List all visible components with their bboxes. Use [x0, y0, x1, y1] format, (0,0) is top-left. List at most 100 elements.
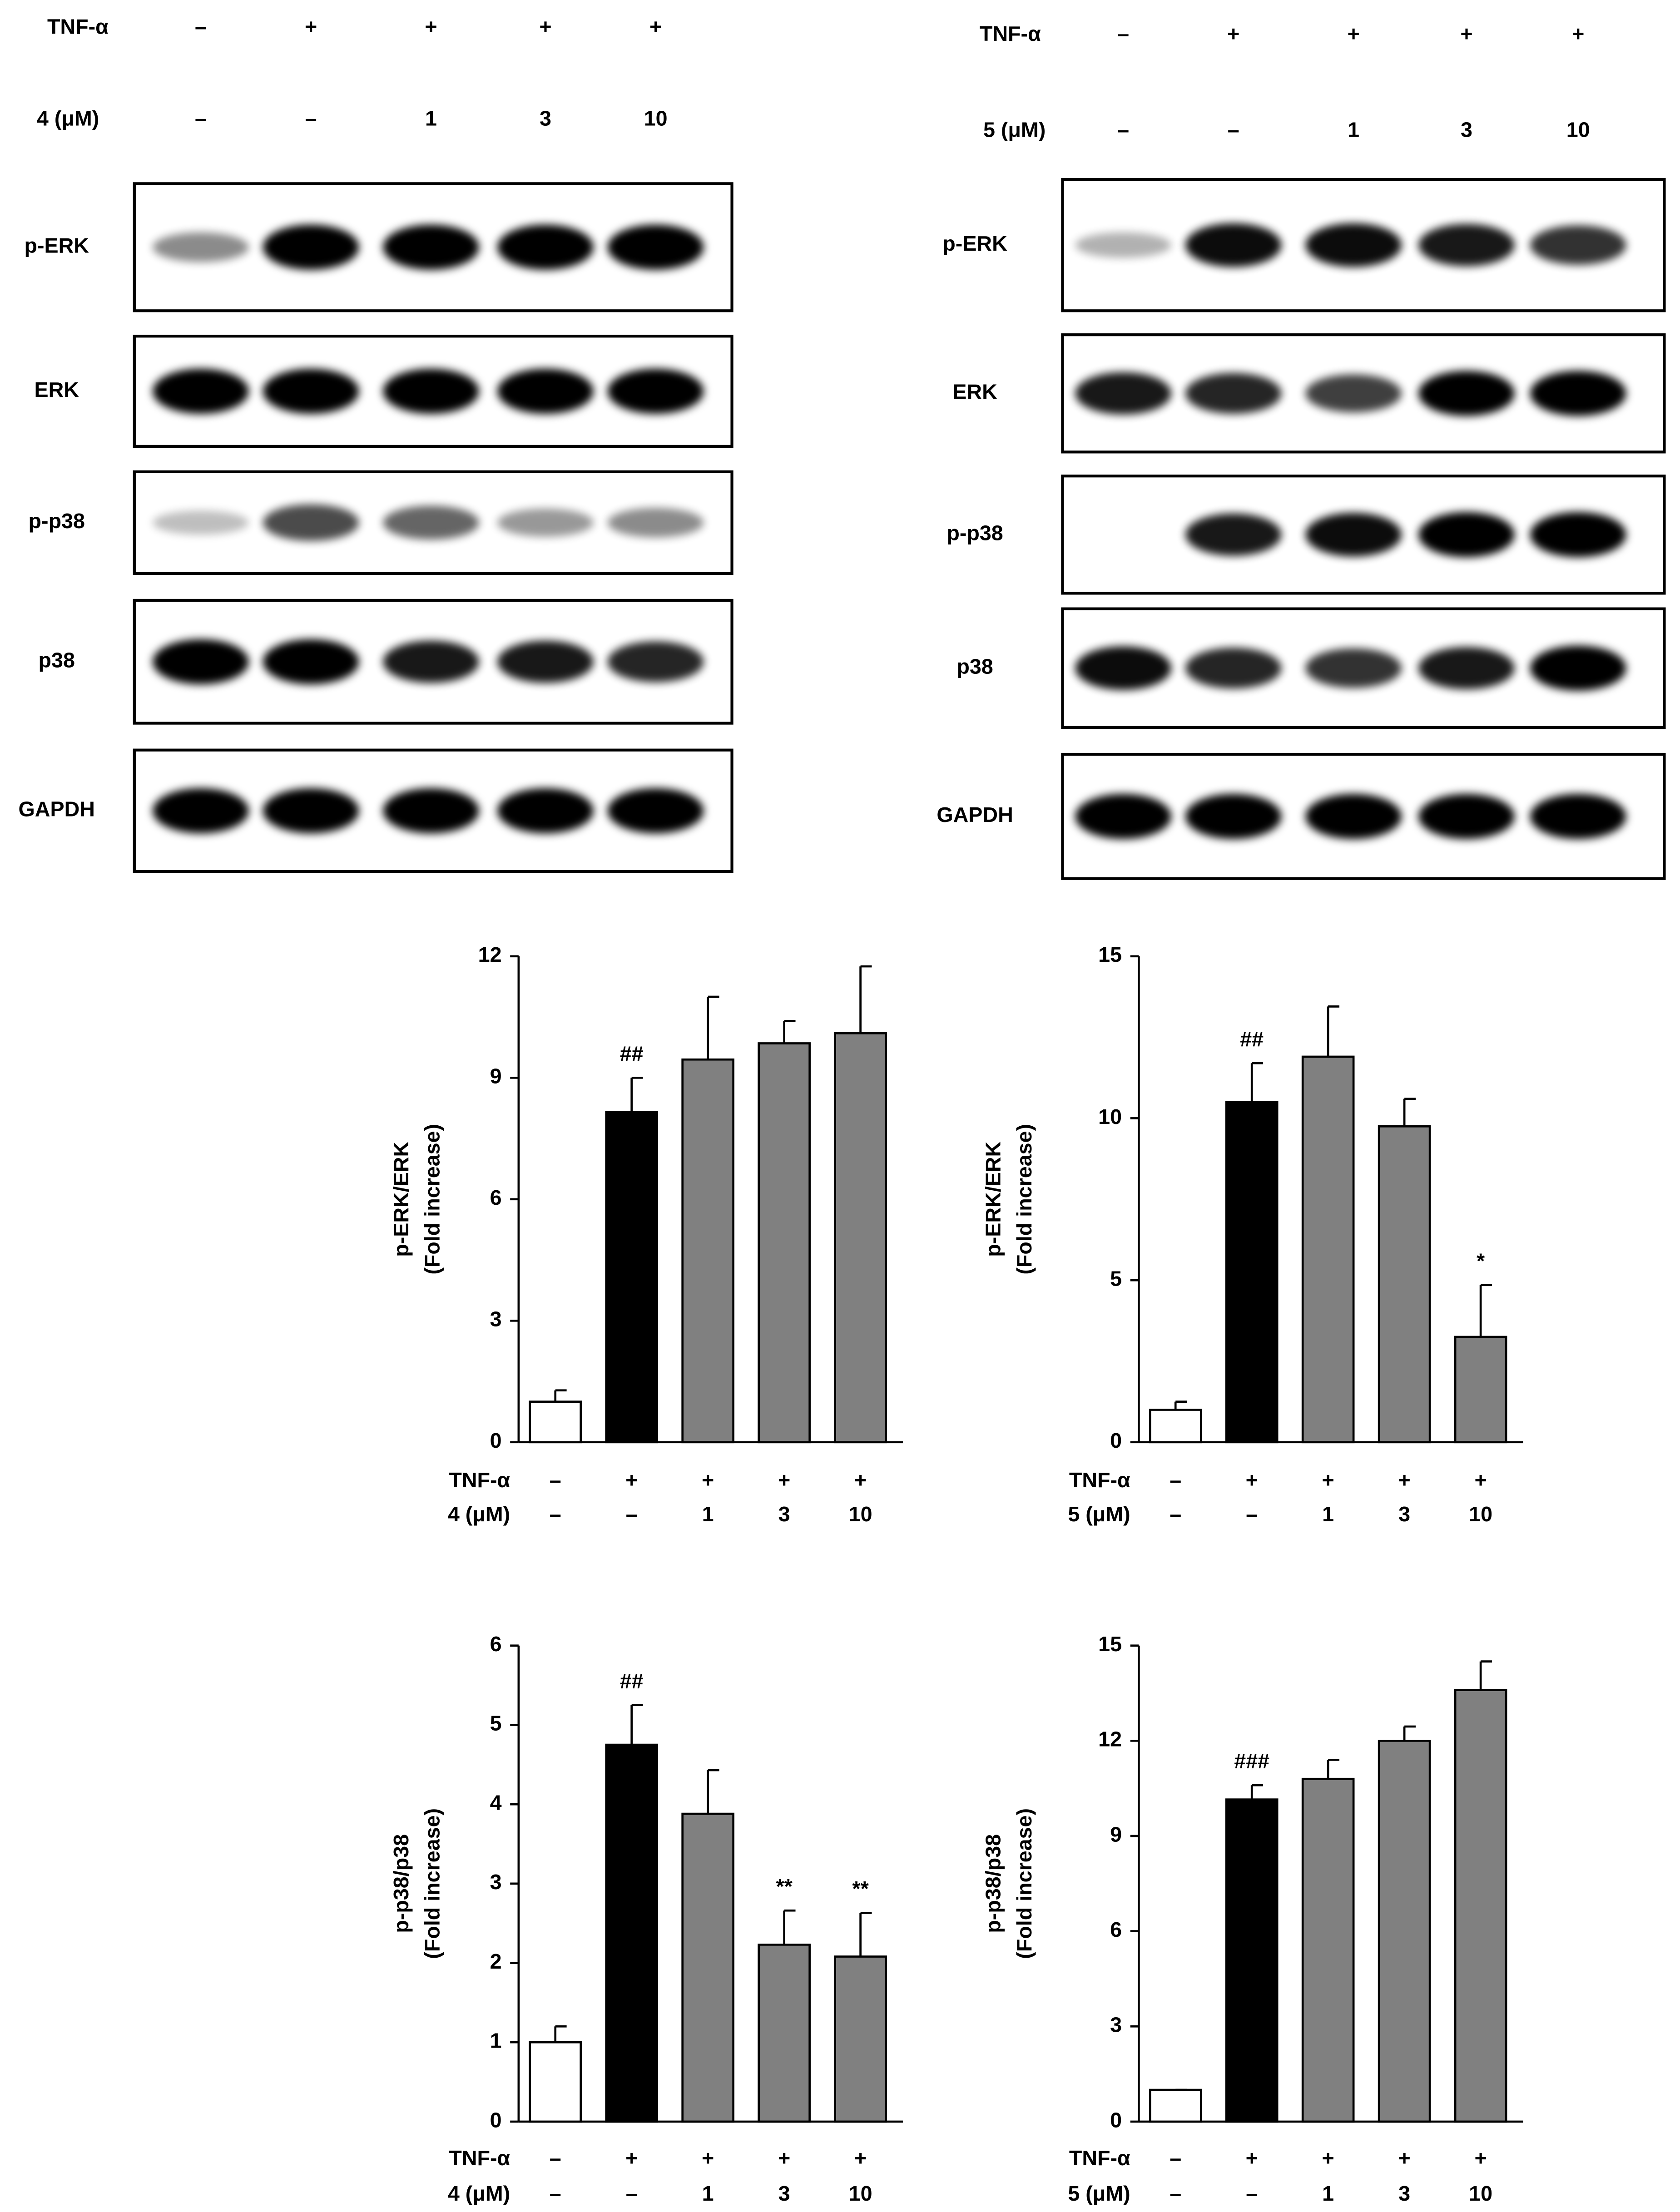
row-label: TNF-α [1069, 2146, 1130, 2170]
band [1305, 374, 1402, 413]
band [1185, 794, 1282, 839]
row-entry: – [626, 1502, 638, 1526]
band [1305, 648, 1402, 688]
row-label: 4 (μM) [448, 2182, 510, 2205]
bar [1301, 1055, 1355, 1444]
y-tick-label: 0 [490, 1429, 502, 1452]
band [263, 504, 359, 541]
y-axis-title: (Fold increase) [1012, 1808, 1036, 1959]
row-entry: + [305, 15, 317, 39]
bar [1225, 1798, 1279, 2123]
row-entry: – [1170, 2182, 1181, 2205]
band [1075, 794, 1171, 839]
significance-label: * [1477, 1249, 1485, 1272]
bar [1454, 1336, 1507, 1444]
row-entry: 3 [1398, 2182, 1410, 2205]
band [1305, 513, 1402, 557]
row-entry: – [1246, 2182, 1258, 2205]
band [1530, 645, 1626, 691]
band [1418, 371, 1515, 416]
row-entry: 1 [425, 107, 437, 130]
significance-label: ## [620, 1669, 644, 1692]
bar [758, 1042, 811, 1444]
band [1075, 646, 1171, 690]
row-entry: + [1322, 2146, 1334, 2170]
band [607, 508, 704, 538]
y-axis-title: (Fold increase) [421, 1124, 444, 1275]
row-entry: + [539, 15, 551, 39]
band [497, 640, 594, 683]
bar [1378, 1125, 1431, 1444]
y-tick-label: 9 [1110, 1822, 1122, 1846]
y-tick-label: 6 [1110, 1918, 1122, 1941]
band [263, 788, 359, 834]
row-entry: + [702, 1468, 714, 1492]
row-entry: 1 [1348, 118, 1359, 142]
significance-label: ### [1234, 1749, 1269, 1773]
y-tick-label: 3 [490, 1307, 502, 1331]
row-entry: 1 [702, 1502, 714, 1526]
band [383, 224, 479, 270]
row-entry: – [550, 2146, 561, 2170]
row-entry: + [1227, 22, 1239, 45]
y-tick-label: 3 [490, 1870, 502, 1894]
row-entry: + [425, 15, 437, 39]
bar [529, 2041, 582, 2123]
band [1418, 224, 1515, 267]
band-label: p-ERK [24, 234, 89, 257]
bar [529, 1400, 582, 1444]
band-label: p-ERK [942, 232, 1007, 255]
band [497, 788, 594, 834]
row-entry: – [1246, 1502, 1258, 1526]
row-label: TNF-α [47, 15, 109, 39]
band [1075, 372, 1171, 415]
bar [1378, 1740, 1431, 2123]
y-tick-label: 5 [1110, 1267, 1122, 1290]
y-tick-label: 12 [478, 943, 502, 966]
y-tick-label: 4 [490, 1791, 502, 1814]
band [1530, 512, 1626, 558]
bar [1149, 1409, 1202, 1444]
band-label: ERK [35, 378, 79, 401]
band [1418, 647, 1515, 689]
band [1530, 794, 1626, 839]
y-tick-label: 5 [490, 1712, 502, 1735]
band [153, 788, 249, 834]
row-entry: – [195, 15, 207, 39]
row-entry: – [550, 2182, 561, 2205]
row-entry: + [1322, 1468, 1334, 1492]
y-axis-title: p-p38/p38 [389, 1834, 413, 1933]
row-entry: – [1170, 1468, 1181, 1492]
band [607, 224, 704, 270]
row-entry: – [1117, 118, 1129, 142]
band [1418, 512, 1515, 558]
band [153, 639, 249, 685]
row-entry: 1 [702, 2182, 714, 2205]
row-entry: + [1572, 22, 1584, 45]
row-entry: + [778, 2146, 790, 2170]
y-tick-label: 0 [1110, 1429, 1122, 1452]
row-label: 4 (μM) [448, 1502, 510, 1526]
band [1075, 232, 1171, 258]
band [607, 641, 704, 683]
band [497, 508, 594, 537]
row-label: TNF-α [449, 2146, 510, 2170]
row-label: TNF-α [449, 1468, 510, 1492]
row-entry: 10 [1469, 2182, 1492, 2205]
y-axis-title: p-ERK/ERK [389, 1142, 413, 1257]
row-label: 4 (μM) [37, 107, 99, 130]
row-entry: 1 [1322, 2182, 1334, 2205]
bar [605, 1743, 659, 2123]
row-entry: 1 [1322, 1502, 1334, 1526]
row-entry: – [1170, 2146, 1181, 2170]
bar [834, 1032, 887, 1444]
band [1185, 513, 1282, 556]
row-entry: + [1246, 2146, 1258, 2170]
row-entry: – [550, 1468, 561, 1492]
row-label: TNF-α [1069, 1468, 1130, 1492]
y-tick-label: 15 [1098, 943, 1122, 966]
bar [681, 1058, 734, 1444]
significance-label: ## [620, 1042, 644, 1065]
row-entry: 3 [778, 2182, 790, 2205]
bar [605, 1111, 659, 1444]
